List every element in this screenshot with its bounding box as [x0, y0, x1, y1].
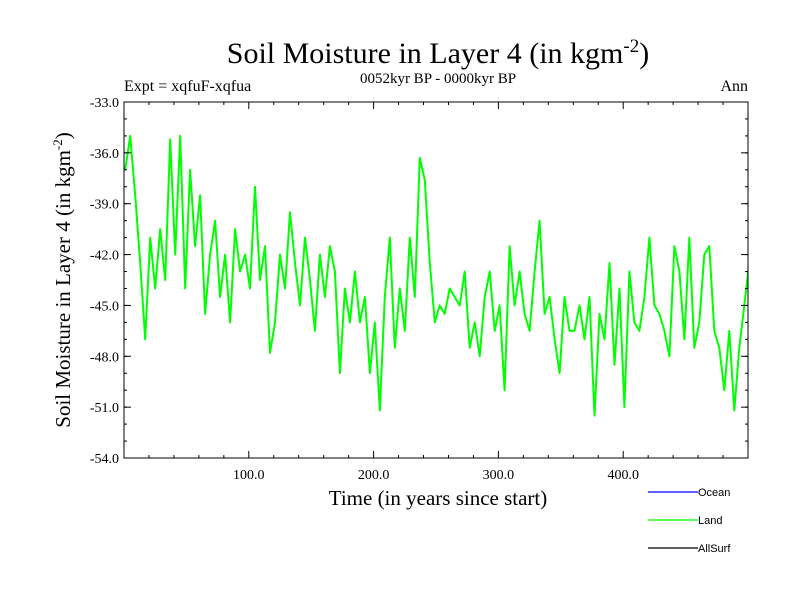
y-axis: -33.0 -36.0 -39.0 -42.0 -45.0 -48.0 -51.0 -54.0: [90, 96, 748, 467]
y-tick-label: -54.0: [90, 452, 119, 467]
legend-label-land: Land: [698, 515, 722, 527]
x-axis-label: Time (in years since start): [329, 486, 548, 510]
legend: Ocean Land AllSurf: [648, 487, 731, 555]
y-tick-label: -51.0: [90, 401, 119, 416]
x-tick-label: 200.0: [358, 468, 390, 483]
x-axis: 100.0 200.0 300.0 400.0: [148, 102, 724, 483]
series-line-land: [124, 134, 748, 417]
y-tick-label: -39.0: [90, 198, 119, 213]
season-label: Ann: [720, 78, 748, 95]
y-tick-label: -36.0: [90, 147, 119, 162]
legend-label-allsurf: AllSurf: [698, 543, 731, 555]
y-axis-label: Soil Moisture in Layer 4 (in kgm-2): [50, 132, 75, 427]
period-label: 0052kyr BP - 0000kyr BP: [360, 71, 516, 87]
y-tick-label: -42.0: [90, 249, 119, 264]
y-tick-label: -48.0: [90, 350, 119, 365]
plot-frame: [123, 101, 749, 459]
chart-title: Soil Moisture in Layer 4 (in kgm-2): [227, 36, 649, 70]
x-tick-label: 100.0: [233, 468, 265, 483]
x-tick-label: 400.0: [607, 468, 639, 483]
legend-label-ocean: Ocean: [698, 487, 730, 499]
y-tick-label: -45.0: [90, 299, 119, 314]
experiment-label: Expt = xqfuF-xqfua: [124, 78, 251, 95]
series-layer: [124, 134, 748, 417]
x-tick-label: 300.0: [483, 468, 515, 483]
y-tick-label: -33.0: [90, 96, 119, 111]
